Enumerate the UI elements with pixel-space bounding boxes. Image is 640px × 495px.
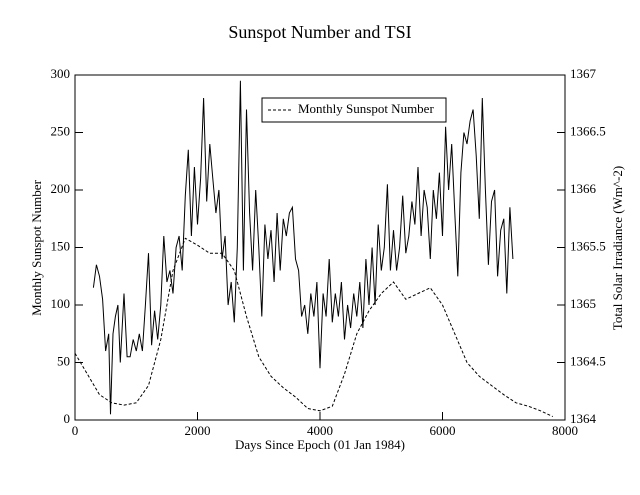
y-tick-label: 150 — [51, 238, 71, 253]
y2-tick-label: 1365 — [570, 296, 596, 311]
y-tick-label: 100 — [51, 296, 71, 311]
x-tick-label: 4000 — [307, 423, 333, 438]
y-axis-label: Monthly Sunspot Number — [29, 179, 44, 315]
y2-tick-label: 1365.5 — [570, 238, 606, 253]
y2-tick-label: 1366 — [570, 181, 597, 196]
y2-tick-label: 1366.5 — [570, 123, 606, 138]
plot-frame — [74, 74, 566, 421]
y2-tick-label: 1367 — [570, 66, 597, 81]
y2-axis-label: Total Solar Irradiance (Wm^-2) — [610, 166, 625, 330]
series-line — [92, 80, 514, 415]
chart-title: Sunspot Number and TSI — [228, 22, 411, 42]
x-tick-label: 0 — [72, 423, 79, 438]
y-tick-label: 0 — [64, 411, 71, 426]
y-tick-label: 50 — [57, 353, 70, 368]
x-tick-label: 6000 — [430, 423, 456, 438]
y2-tick-label: 1364 — [570, 411, 597, 426]
x-axis-label: Days Since Epoch (01 Jan 1984) — [235, 437, 405, 452]
legend-box — [261, 97, 447, 123]
x-tick-label: 2000 — [185, 423, 211, 438]
x-tick-label: 8000 — [552, 423, 578, 438]
y-tick-label: 250 — [51, 123, 71, 138]
y-tick-label: 300 — [51, 66, 71, 81]
y2-tick-label: 1364.5 — [570, 353, 606, 368]
legend-label: Monthly Sunspot Number — [298, 101, 434, 116]
series-line — [74, 237, 554, 418]
y-tick-label: 200 — [51, 181, 71, 196]
